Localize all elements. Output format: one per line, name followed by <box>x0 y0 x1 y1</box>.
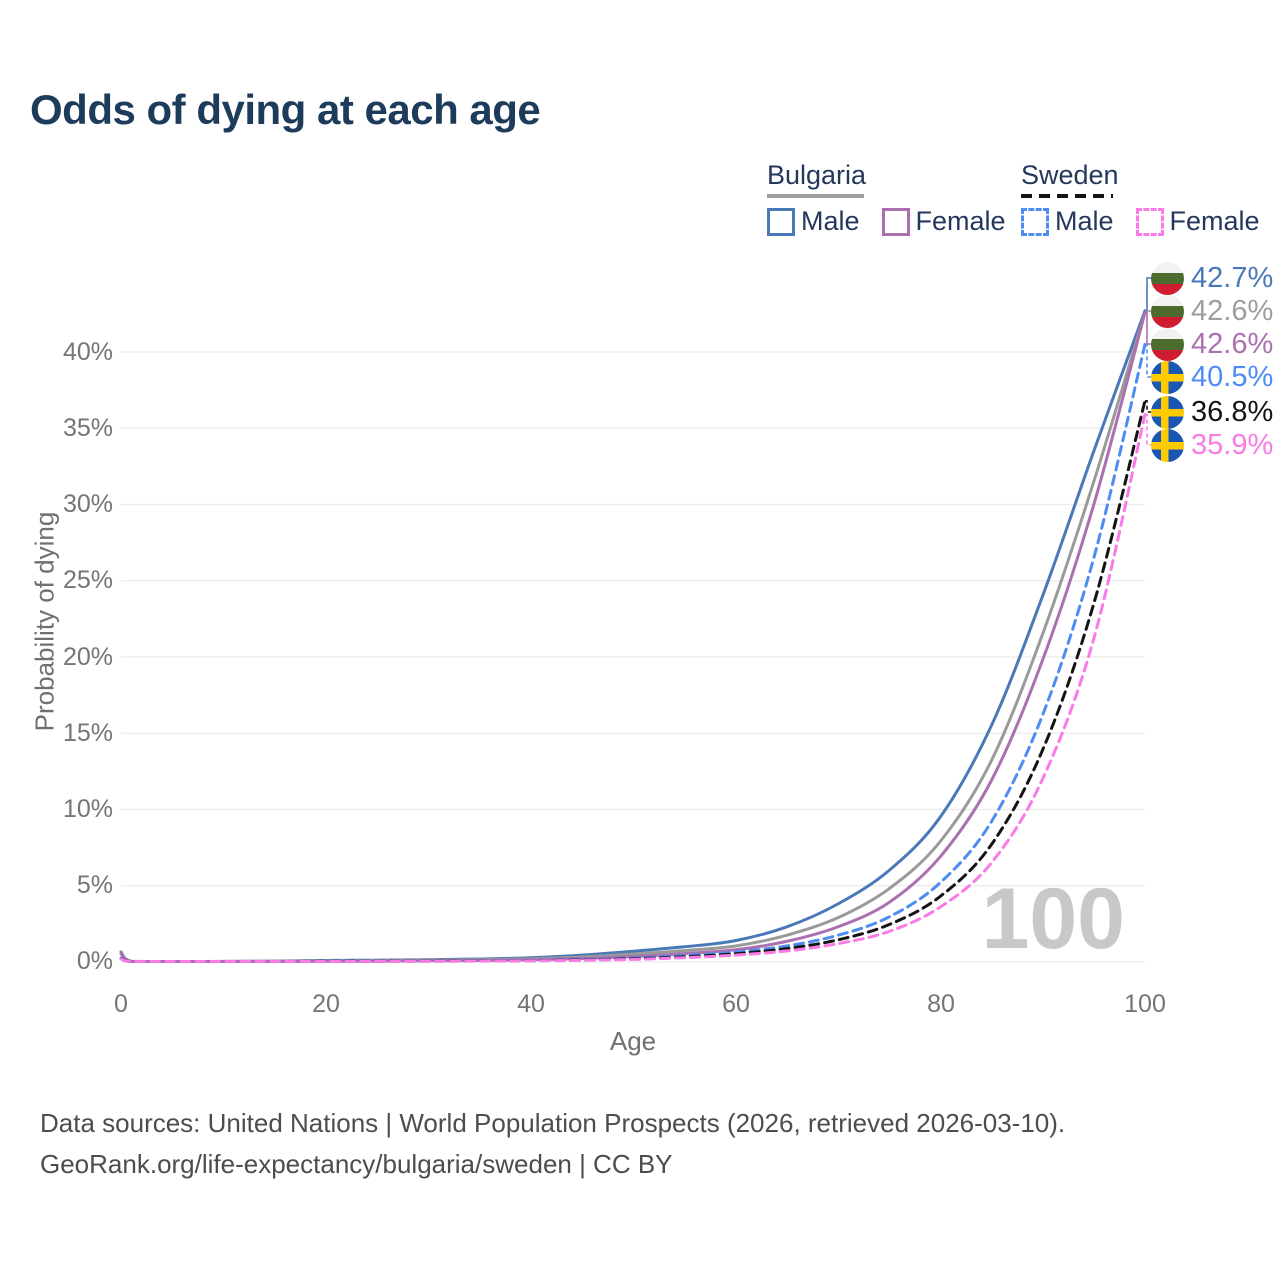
end-label-value: 42.7% <box>1191 261 1274 294</box>
end-label-bulgaria-both: 42.6% <box>1151 294 1273 328</box>
legend-item-sweden-female[interactable]: Female <box>1135 206 1260 237</box>
end-label-value: 42.6% <box>1191 294 1274 327</box>
age-counter-watermark: 100 <box>981 871 1126 967</box>
chart-canvas <box>119 277 1153 964</box>
legend-country-sweden: Sweden <box>1021 160 1119 190</box>
legend-item-label: Male <box>801 206 860 236</box>
sweden-line-style-key <box>1021 194 1113 198</box>
y-tick-label: 40% <box>62 338 113 366</box>
y-tick-label: 20% <box>62 643 113 671</box>
y-tick-label: 25% <box>62 566 113 594</box>
end-label-sweden-both: 36.8% <box>1151 395 1273 429</box>
sweden-female-swatch-icon <box>1135 207 1164 236</box>
bulgaria-line-style-key <box>767 194 864 198</box>
x-tick-label: 80 <box>927 990 955 1018</box>
legend-item-sweden-male[interactable]: Male <box>1021 206 1114 237</box>
sweden-flag-icon <box>1151 360 1184 394</box>
sweden-flag-icon <box>1151 395 1184 429</box>
legend-group-sweden: Sweden Male Female <box>1021 160 1260 237</box>
bulgaria-female-swatch-icon <box>881 207 910 236</box>
legend-item-bulgaria-male[interactable]: Male <box>767 206 860 237</box>
y-tick-label: 35% <box>62 414 113 442</box>
y-tick-label: 5% <box>76 871 113 899</box>
chart: 0% 5% 10% 15% 20% 25% 30% 35% 40% 0 20 4… <box>29 261 1273 1056</box>
x-tick-label: 100 <box>1124 990 1166 1018</box>
y-axis-title: Probability of dying <box>29 511 60 732</box>
legend-country-bulgaria: Bulgaria <box>767 160 867 190</box>
y-tick-label: 15% <box>62 719 113 747</box>
legend-group-bulgaria: Bulgaria Male Female <box>767 160 1006 237</box>
bulgaria-flag-icon <box>1151 327 1184 361</box>
legend-item-label: Female <box>915 206 1006 236</box>
legend-item-label: Female <box>1169 206 1260 236</box>
end-label-value: 40.5% <box>1191 360 1274 393</box>
end-label-sweden-female: 35.9% <box>1151 428 1273 462</box>
x-axis-title: Age <box>609 1026 657 1056</box>
bulgaria-male-swatch-icon <box>767 207 795 236</box>
footer-url-line[interactable]: GeoRank.org/life-expectancy/bulgaria/swe… <box>40 1149 673 1179</box>
y-tick-label: 30% <box>62 490 113 518</box>
footer-source-line: Data sources: United Nations | World Pop… <box>40 1108 1066 1138</box>
end-label-value: 35.9% <box>1191 428 1274 461</box>
bulgaria-flag-icon <box>1151 261 1184 295</box>
sweden-flag-icon <box>1151 428 1184 462</box>
end-label-bulgaria-male: 42.7% <box>1151 261 1273 295</box>
legend-item-bulgaria-female[interactable]: Female <box>881 206 1006 237</box>
end-label-bulgaria-female: 42.6% <box>1151 327 1273 361</box>
end-label-value: 36.8% <box>1191 395 1274 428</box>
legend-item-label: Male <box>1055 206 1114 236</box>
bulgaria-flag-icon <box>1151 294 1184 328</box>
y-tick-label: 10% <box>62 795 113 823</box>
x-tick-label: 20 <box>312 990 340 1018</box>
end-label-value: 42.6% <box>1191 327 1274 360</box>
x-tick-label: 40 <box>517 990 545 1018</box>
x-tick-label: 60 <box>722 990 750 1018</box>
y-tick-label: 0% <box>76 947 113 975</box>
page-title: Odds of dying at each age <box>30 86 541 133</box>
x-tick-label: 0 <box>114 990 128 1018</box>
sweden-male-swatch-icon <box>1021 207 1049 236</box>
end-label-sweden-male: 40.5% <box>1151 360 1273 394</box>
